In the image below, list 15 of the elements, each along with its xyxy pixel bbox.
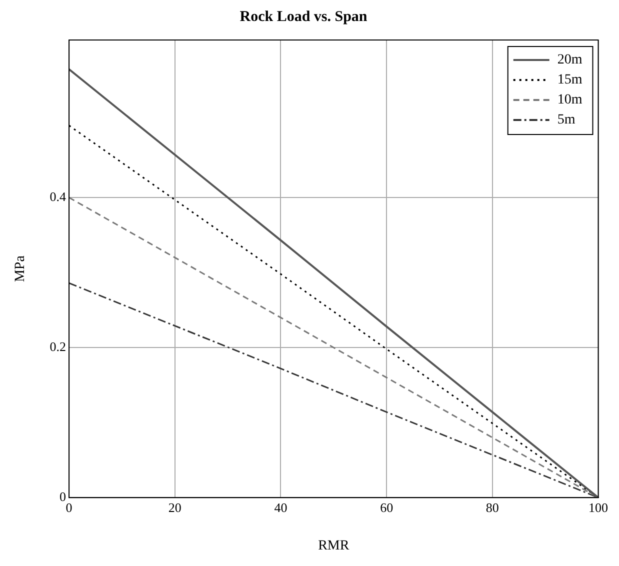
chart-title: Rock Load vs. Span: [240, 8, 368, 25]
x-tick-label: 60: [380, 500, 394, 515]
legend-label: 5m: [557, 112, 576, 128]
y-tick-label: 0.4: [50, 188, 67, 204]
legend-label: 10m: [557, 92, 582, 108]
y-axis-title: MPa: [13, 254, 28, 282]
x-tick-label: 40: [274, 500, 288, 515]
x-axis-title: RMR: [318, 538, 350, 554]
x-tick-label: 20: [168, 500, 182, 515]
y-tick-label: 0.2: [50, 338, 66, 354]
x-tick-label: 100: [588, 500, 608, 515]
legend-label: 20m: [557, 52, 582, 68]
x-tick-label: 80: [486, 500, 499, 515]
legend-label: 15m: [557, 72, 582, 88]
y-tick-label: 0: [60, 489, 66, 504]
